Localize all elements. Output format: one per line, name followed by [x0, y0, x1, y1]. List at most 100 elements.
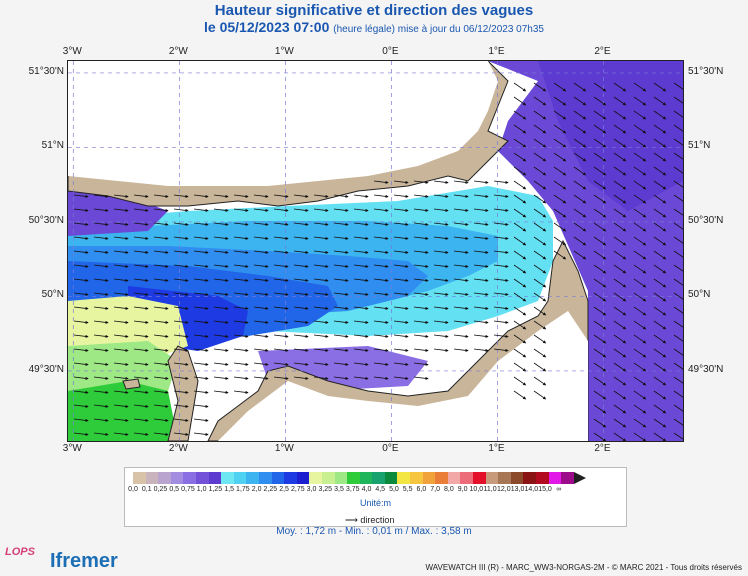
wave-direction-arrow [193, 306, 209, 310]
wave-direction-arrow [633, 320, 647, 330]
wave-direction-arrow [293, 236, 309, 240]
wave-direction-arrow [73, 334, 89, 338]
legend-tick-label: 1,5 [224, 486, 234, 493]
wave-direction-arrow [633, 152, 647, 162]
wave-direction-arrow [113, 250, 129, 254]
wave-direction-arrow [613, 124, 627, 134]
wave-direction-arrow [253, 236, 269, 240]
wave-direction-arrow [393, 250, 409, 254]
wave-direction-arrow [453, 292, 469, 296]
wave-direction-arrow [653, 138, 667, 148]
wave-direction-arrow [433, 194, 449, 198]
wave-direction-arrow [133, 250, 149, 254]
wave-direction-arrow [453, 348, 469, 352]
legend-swatch [561, 472, 574, 484]
wave-direction-arrow [213, 222, 229, 226]
wave-direction-arrow [573, 110, 587, 120]
wave-direction-arrow [73, 390, 89, 394]
wave-direction-arrow [673, 376, 683, 386]
wave-direction-arrow [613, 110, 627, 120]
wave-direction-arrow [573, 194, 587, 204]
wave-direction-arrow [73, 404, 89, 408]
wave-direction-arrow [93, 306, 109, 310]
statistics: Moy. : 1,72 m - Min. : 0,01 m / Max. : 3… [276, 526, 472, 537]
legend-tick-label: 8,0 [444, 486, 454, 493]
lon-tick-label: 0°E [382, 443, 399, 454]
wave-direction-arrow [213, 264, 229, 268]
legend-tick-label: 5,5 [402, 486, 413, 493]
wave-direction-arrow [653, 348, 667, 358]
wave-direction-arrow [173, 208, 189, 212]
wave-direction-arrow [313, 334, 329, 338]
wave-direction-arrow [393, 278, 409, 282]
wave-direction-arrow [433, 208, 449, 212]
wave-direction-arrow [573, 208, 587, 218]
wave-direction-arrow [533, 96, 547, 106]
wave-direction-arrow [613, 390, 627, 400]
wave-direction-arrow [153, 390, 169, 394]
legend-swatch [334, 472, 348, 484]
wave-direction-arrow [193, 404, 209, 408]
wave-direction-arrow [593, 292, 607, 302]
wave-direction-arrow [653, 264, 667, 274]
graticule [68, 61, 683, 441]
wave-direction-arrow [173, 264, 189, 268]
wave-direction-arrow [293, 376, 309, 380]
wave-direction-arrow [173, 236, 189, 240]
wave-direction-arrow [673, 306, 683, 316]
wave-direction-arrow [193, 376, 209, 380]
wave-direction-arrow [653, 236, 667, 246]
legend-swatch [410, 472, 423, 484]
wave-direction-arrow [133, 432, 149, 436]
wave-direction-arrow [313, 208, 329, 212]
wave-direction-arrow [413, 180, 429, 184]
wave-direction-arrow [113, 292, 129, 296]
wave-direction-arrow [253, 376, 269, 380]
wave-direction-arrow [653, 152, 667, 162]
wave-direction-arrow [573, 180, 587, 190]
legend-swatch [233, 472, 247, 484]
legend-tick-label: 15,0 [538, 486, 552, 493]
wave-direction-arrow [373, 208, 389, 212]
wave-direction-arrow [513, 348, 527, 358]
wave-direction-arrow [333, 264, 349, 268]
wave-direction-arrow [573, 236, 587, 246]
wave-direction-arrow [353, 208, 369, 212]
legend-swatch [284, 472, 297, 484]
outside-north [68, 61, 498, 186]
wave-direction-arrow [493, 222, 509, 226]
wave-direction-arrow [93, 236, 109, 240]
wave-direction-arrow [633, 166, 647, 176]
wave-direction-arrow [113, 432, 129, 436]
wave-direction-arrow [533, 264, 547, 274]
wave-direction-arrow [513, 250, 527, 260]
wave-direction-arrow [313, 236, 329, 240]
wave-direction-arrow [213, 250, 229, 254]
wave-direction-arrow [573, 82, 587, 92]
legend-tick-label: 2,0 [251, 486, 262, 493]
map-date-line: le 05/12/2023 07:00 (heure légale) mise … [0, 19, 748, 35]
wave-direction-arrow [233, 376, 249, 380]
wave-direction-arrow [413, 320, 429, 324]
wave-direction-arrow [133, 376, 149, 380]
wave-direction-arrow [593, 82, 607, 92]
wave-direction-arrow [253, 348, 269, 352]
wave-direction-arrow [153, 432, 169, 436]
legend-swatch [447, 472, 461, 484]
wave-direction-arrow [493, 180, 509, 184]
wave-direction-arrow [193, 432, 209, 436]
wave-direction-arrow [493, 250, 509, 254]
wave-direction-arrow [213, 390, 229, 394]
wave-direction-arrow [653, 278, 667, 288]
wave-direction-arrow [673, 180, 683, 190]
wave-direction-arrow [213, 306, 229, 310]
wave-direction-arrow [393, 348, 409, 352]
wave-direction-arrow [273, 208, 289, 212]
wave-direction-arrow [593, 404, 607, 414]
wave-direction-arrow [133, 320, 149, 324]
wave-direction-arrow [613, 306, 627, 316]
wave-direction-arrow [593, 138, 607, 148]
wave-direction-arrow [553, 96, 567, 106]
wave-height-map [67, 60, 684, 442]
wave-direction-arrow [113, 418, 129, 422]
